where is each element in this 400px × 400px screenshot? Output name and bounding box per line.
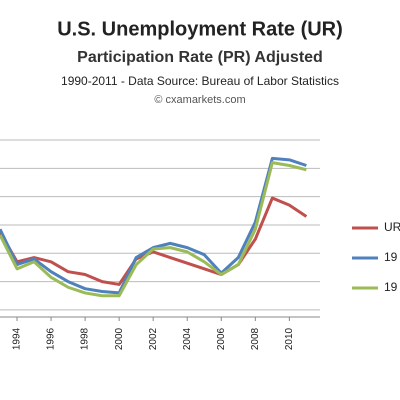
- x-tick-label: 1998: [80, 327, 91, 350]
- x-tick-label: 2002: [148, 327, 159, 350]
- x-tick-label: 2008: [250, 327, 261, 350]
- x-tick-label: 2006: [216, 327, 227, 350]
- x-tick-label: 2010: [284, 327, 295, 350]
- chart-note: 1990-2011 - Data Source: Bureau of Labor…: [61, 74, 339, 88]
- series-line: [0, 161, 307, 298]
- legend-label: UR: [384, 220, 400, 234]
- chart-credit: © cxamarkets.com: [154, 94, 245, 106]
- x-tick-label: 1994: [12, 327, 23, 350]
- x-tick-label: 1996: [46, 327, 57, 350]
- series-line: [0, 196, 308, 286]
- x-tick-label: 2004: [182, 327, 193, 350]
- legend-label: 19: [384, 250, 398, 264]
- chart-subtitle: Participation Rate (PR) Adjusted: [77, 49, 323, 66]
- chart-title: U.S. Unemployment Rate (UR): [57, 18, 343, 40]
- legend-label: 19: [384, 280, 398, 294]
- x-tick-label: 2000: [114, 327, 125, 350]
